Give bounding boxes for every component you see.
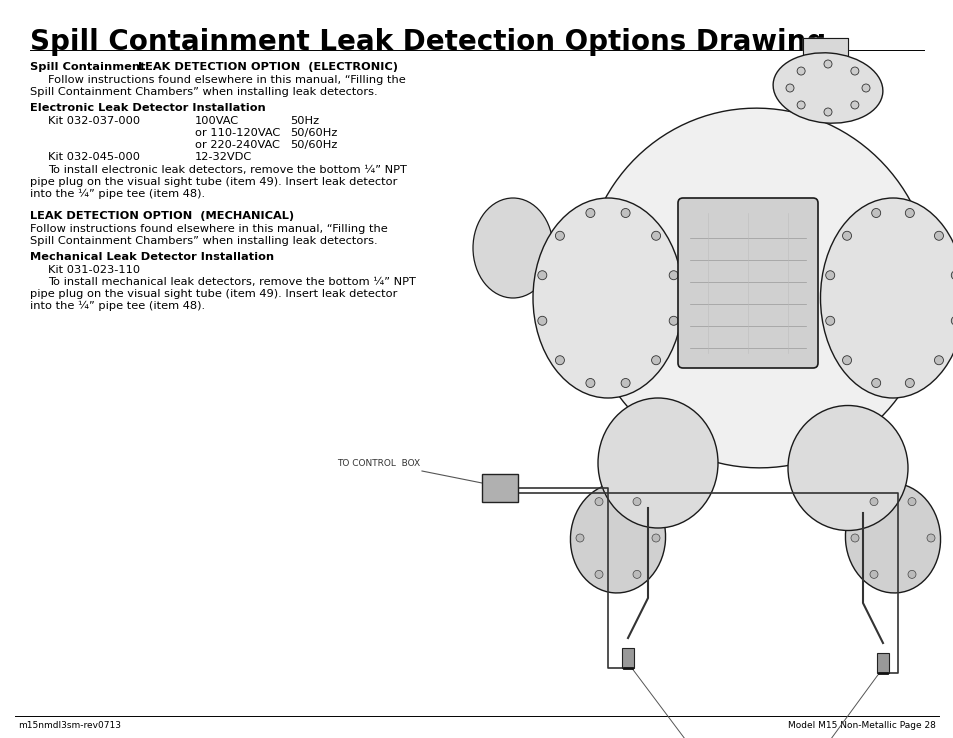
Ellipse shape	[582, 108, 932, 468]
Circle shape	[907, 497, 915, 506]
Text: Mechanical Leak Detector Installation: Mechanical Leak Detector Installation	[30, 252, 274, 262]
Text: LEAK DETECTION OPTION  (MECHANICAL): LEAK DETECTION OPTION (MECHANICAL)	[30, 211, 294, 221]
Circle shape	[785, 84, 793, 92]
Circle shape	[934, 356, 943, 365]
Circle shape	[850, 101, 858, 109]
Circle shape	[537, 317, 546, 325]
Bar	[481, 474, 517, 502]
Ellipse shape	[772, 53, 882, 123]
Text: Model M15 Non-Metallic Page 28: Model M15 Non-Metallic Page 28	[787, 721, 935, 730]
Circle shape	[850, 534, 858, 542]
Circle shape	[668, 317, 678, 325]
Circle shape	[555, 356, 564, 365]
Text: Follow instructions found elsewhere in this manual, “Filling the: Follow instructions found elsewhere in t…	[48, 75, 405, 85]
Circle shape	[595, 497, 602, 506]
Ellipse shape	[570, 483, 665, 593]
Circle shape	[823, 60, 831, 68]
Text: Electronic Leak Detector Installation: Electronic Leak Detector Installation	[30, 103, 266, 113]
Text: pipe plug on the visual sight tube (item 49). Insert leak detector: pipe plug on the visual sight tube (item…	[30, 177, 397, 187]
Circle shape	[825, 271, 834, 280]
Circle shape	[797, 101, 804, 109]
Circle shape	[797, 67, 804, 75]
Ellipse shape	[820, 198, 953, 398]
Circle shape	[620, 379, 629, 387]
Ellipse shape	[844, 483, 940, 593]
Circle shape	[904, 379, 913, 387]
Circle shape	[841, 231, 851, 241]
Text: To install electronic leak detectors, remove the bottom ¼” NPT: To install electronic leak detectors, re…	[48, 165, 406, 175]
Circle shape	[871, 379, 880, 387]
Circle shape	[862, 84, 869, 92]
Ellipse shape	[952, 213, 953, 303]
Circle shape	[576, 534, 583, 542]
Circle shape	[904, 209, 913, 218]
Text: pipe plug on the visual sight tube (item 49). Insert leak detector: pipe plug on the visual sight tube (item…	[30, 289, 397, 299]
Circle shape	[585, 379, 595, 387]
Text: into the ¼” pipe tee (item 48).: into the ¼” pipe tee (item 48).	[30, 301, 205, 311]
Ellipse shape	[533, 198, 682, 398]
Text: Spill Containment: Spill Containment	[30, 62, 150, 72]
Circle shape	[651, 231, 659, 241]
Circle shape	[934, 231, 943, 241]
FancyBboxPatch shape	[678, 198, 817, 368]
Ellipse shape	[598, 398, 718, 528]
Text: 50/60Hz: 50/60Hz	[290, 140, 337, 150]
Circle shape	[633, 570, 640, 579]
Text: Spill Containment Leak Detection Options Drawing: Spill Containment Leak Detection Options…	[30, 28, 825, 56]
Circle shape	[841, 356, 851, 365]
Circle shape	[595, 570, 602, 579]
Circle shape	[555, 231, 564, 241]
Text: Spill Containment Chambers” when installing leak detectors.: Spill Containment Chambers” when install…	[30, 87, 377, 97]
Bar	[621, 648, 634, 668]
Text: Kit 032-037-000: Kit 032-037-000	[48, 116, 140, 126]
Circle shape	[537, 271, 546, 280]
Circle shape	[823, 108, 831, 116]
Circle shape	[620, 209, 629, 218]
Text: Kit 032-045-000: Kit 032-045-000	[48, 152, 140, 162]
Text: Follow instructions found elsewhere in this manual, “Filling the: Follow instructions found elsewhere in t…	[30, 224, 387, 234]
Circle shape	[651, 534, 659, 542]
Circle shape	[850, 67, 858, 75]
Circle shape	[869, 497, 877, 506]
Text: 50/60Hz: 50/60Hz	[290, 128, 337, 138]
Text: 50Hz: 50Hz	[290, 116, 319, 126]
Text: LEAK DETECTION OPTION  (ELECTRONIC): LEAK DETECTION OPTION (ELECTRONIC)	[138, 62, 397, 72]
Text: or 110-120VAC: or 110-120VAC	[194, 128, 280, 138]
Text: Kit 031-023-110: Kit 031-023-110	[48, 265, 140, 275]
Circle shape	[907, 570, 915, 579]
Circle shape	[651, 356, 659, 365]
Circle shape	[950, 271, 953, 280]
Circle shape	[950, 317, 953, 325]
Circle shape	[825, 317, 834, 325]
Text: 12-32VDC: 12-32VDC	[194, 152, 252, 162]
Text: m15nmdl3sm-rev0713: m15nmdl3sm-rev0713	[18, 721, 121, 730]
Text: Spill Containment Chambers” when installing leak detectors.: Spill Containment Chambers” when install…	[30, 236, 377, 246]
Circle shape	[668, 271, 678, 280]
Circle shape	[926, 534, 934, 542]
Text: To install mechanical leak detectors, remove the bottom ¼” NPT: To install mechanical leak detectors, re…	[48, 277, 416, 287]
Circle shape	[871, 209, 880, 218]
Text: into the ¼” pipe tee (item 48).: into the ¼” pipe tee (item 48).	[30, 189, 205, 199]
Text: or 220-240VAC: or 220-240VAC	[194, 140, 279, 150]
Ellipse shape	[473, 198, 553, 298]
Circle shape	[585, 209, 595, 218]
Circle shape	[869, 570, 877, 579]
Ellipse shape	[787, 405, 907, 531]
Circle shape	[633, 497, 640, 506]
Bar	[876, 653, 888, 673]
Text: TO CONTROL  BOX: TO CONTROL BOX	[336, 459, 419, 468]
Text: 100VAC: 100VAC	[194, 116, 239, 126]
